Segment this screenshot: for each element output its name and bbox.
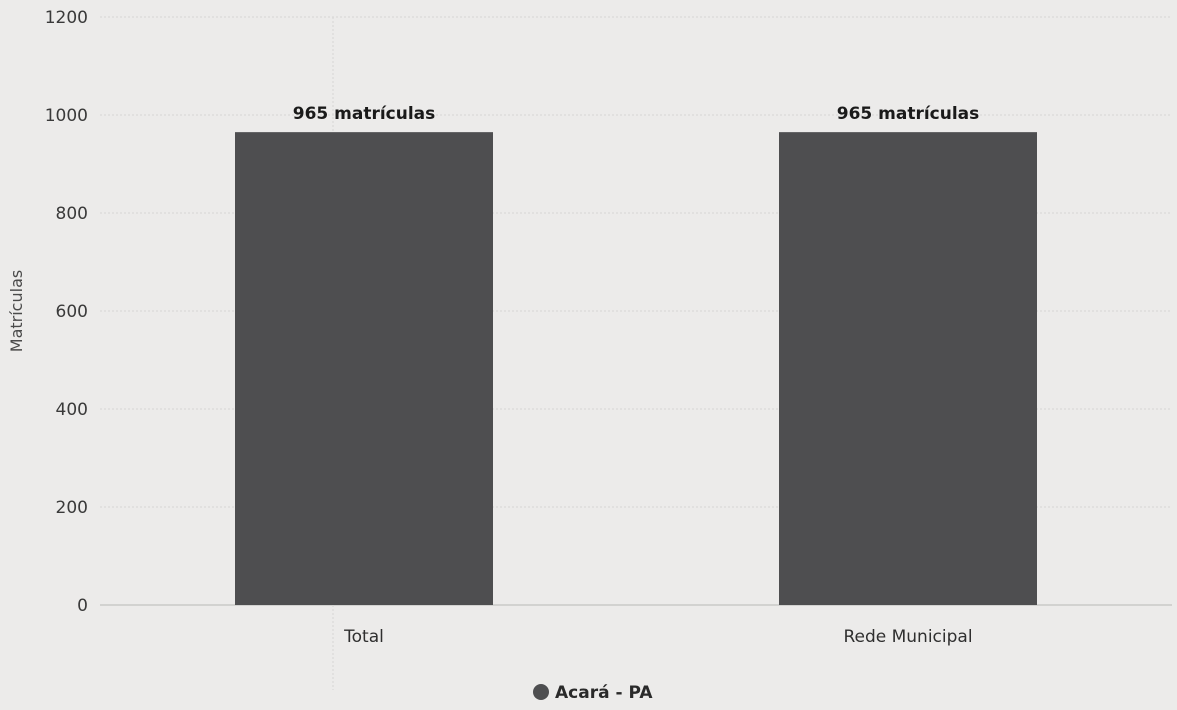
x-tick-label: Rede Municipal xyxy=(843,627,972,647)
y-tick-label: 1000 xyxy=(45,106,88,126)
bar xyxy=(779,132,1037,605)
bar-data-label: 965 matrículas xyxy=(293,104,436,124)
bar-data-label: 965 matrículas xyxy=(837,104,980,124)
y-tick-label: 200 xyxy=(56,498,88,518)
y-tick-label: 400 xyxy=(56,400,88,420)
y-tick-label: 600 xyxy=(56,302,88,322)
bar xyxy=(235,132,493,605)
y-axis-title: Matrículas xyxy=(7,270,26,352)
y-tick-label: 800 xyxy=(56,204,88,224)
x-axis-tick-labels: Total Rede Municipal xyxy=(343,627,972,647)
legend-marker xyxy=(533,684,549,700)
legend-label: Acará - PA xyxy=(555,683,653,703)
y-axis-tick-labels: 0 200 400 600 800 1000 1200 xyxy=(45,8,88,616)
y-tick-label: 0 xyxy=(77,596,88,616)
y-tick-label: 1200 xyxy=(45,8,88,28)
legend: Acará - PA xyxy=(533,683,653,703)
bar-series xyxy=(235,132,1037,605)
data-labels: 965 matrículas 965 matrículas xyxy=(293,104,980,124)
x-tick-label: Total xyxy=(343,627,384,647)
